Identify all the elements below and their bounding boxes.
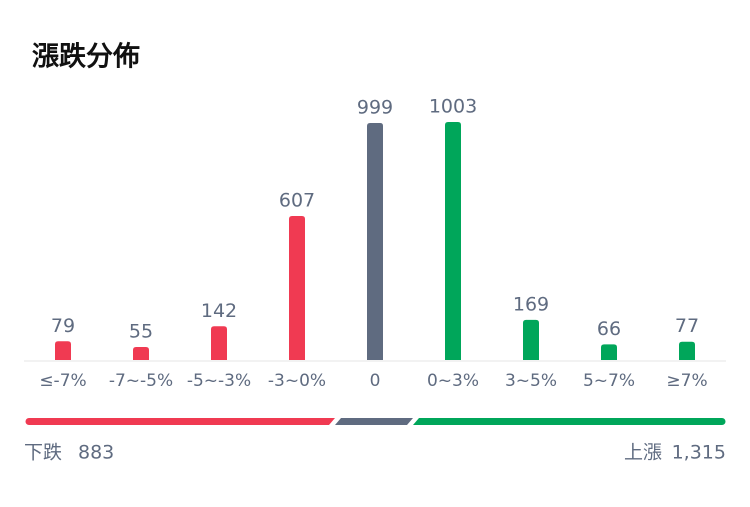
x-tick-label: 5~7% <box>583 371 635 391</box>
x-tick-label: 3~5% <box>505 371 557 391</box>
x-tick-label: -3~0% <box>268 371 326 391</box>
flat-segment <box>335 418 413 425</box>
value-label: 66 <box>597 318 621 340</box>
bar <box>55 341 71 360</box>
down-label: 下跌 <box>24 442 62 464</box>
x-tick-label: ≥7% <box>666 371 707 391</box>
up-label: 上漲 <box>624 442 662 464</box>
x-tick-label: -7~-5% <box>109 371 173 391</box>
x-tick-label: -5~-3% <box>187 371 251 391</box>
value-label: 1003 <box>429 96 477 118</box>
value-label: 607 <box>279 189 315 211</box>
bar <box>367 122 383 360</box>
x-tick-label: ≤-7% <box>39 371 86 391</box>
value-label: 79 <box>51 315 75 337</box>
bar <box>211 326 227 360</box>
value-label: 999 <box>357 96 393 118</box>
value-label: 169 <box>513 293 549 315</box>
bar <box>445 122 461 360</box>
bar <box>523 319 539 360</box>
x-tick-label: 0~3% <box>427 371 479 391</box>
x-tick-label: 0 <box>370 371 381 391</box>
down-value: 883 <box>78 442 114 464</box>
bar <box>679 341 695 360</box>
value-label: 142 <box>201 300 237 322</box>
bar <box>133 346 149 360</box>
up-value: 1,315 <box>672 442 726 464</box>
bar <box>289 215 305 360</box>
chart-title: 漲跌分佈 <box>32 41 140 73</box>
bar <box>601 344 617 360</box>
value-label: 77 <box>675 315 699 337</box>
down-segment <box>25 418 336 425</box>
up-segment <box>413 418 726 425</box>
value-label: 55 <box>129 320 153 342</box>
